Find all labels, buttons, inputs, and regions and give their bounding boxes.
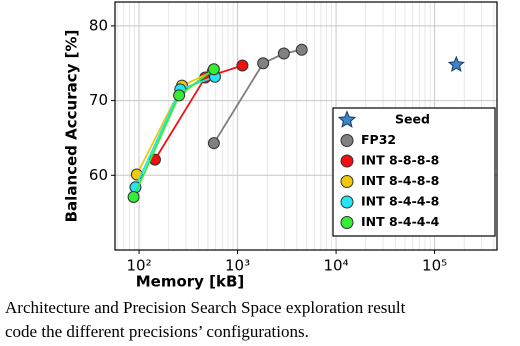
- plot-frame: [114, 1, 498, 251]
- marker: [295, 43, 308, 56]
- marker: [173, 89, 186, 102]
- marker: [127, 190, 140, 203]
- legend-label: INT 8-4-4-8: [361, 194, 439, 209]
- caption-line: Architecture and Precision Search Space …: [5, 298, 406, 317]
- legend-label: Seed: [395, 112, 430, 127]
- caption-line: code the different precisions’ configura…: [5, 322, 309, 341]
- legend-label: INT 8-4-8-8: [361, 173, 439, 188]
- marker: [207, 63, 220, 76]
- legend-box: [332, 107, 496, 237]
- marker: [340, 195, 354, 209]
- y-tick-label: 70: [89, 91, 108, 109]
- legend-label: INT 8-8-8-8: [361, 153, 439, 168]
- x-tick-label: 10⁵: [422, 257, 447, 275]
- marker: [340, 175, 354, 188]
- x-tick-label: 10²: [126, 257, 151, 275]
- marker: [340, 216, 354, 229]
- y-tick-label: 80: [89, 16, 108, 34]
- marker: [207, 137, 220, 150]
- x-axis-label: Memory [kB]: [136, 273, 245, 291]
- marker-star: [447, 55, 465, 73]
- marker: [340, 134, 354, 147]
- x-tick-label: 10³: [225, 257, 250, 275]
- legend-label: FP32: [361, 132, 396, 147]
- series-line: [213, 48, 302, 144]
- marker: [236, 59, 249, 72]
- legend-label: INT 8-4-4-4: [361, 214, 440, 229]
- y-axis-label: Balanced Accuracy [%]: [63, 30, 81, 223]
- series-line: [132, 68, 215, 198]
- marker: [340, 154, 354, 168]
- y-tick-label: 60: [89, 166, 108, 184]
- marker-star: [337, 110, 357, 128]
- marker: [257, 57, 270, 70]
- marker: [277, 47, 290, 60]
- x-tick-label: 10⁴: [324, 257, 349, 275]
